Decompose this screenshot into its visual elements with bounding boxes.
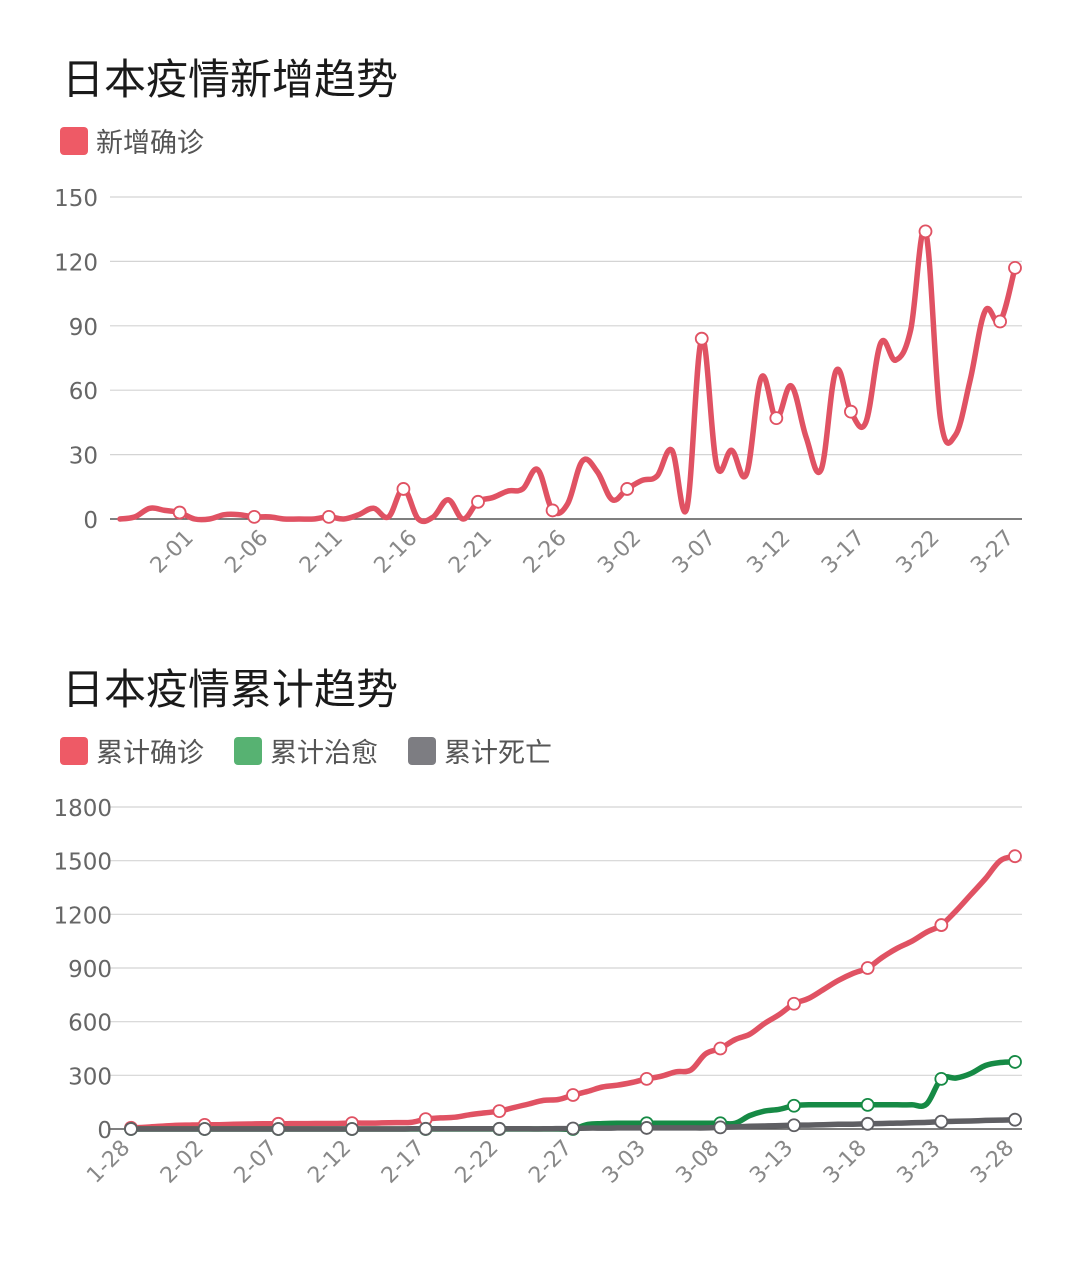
- y-tick-label: 0: [83, 508, 98, 534]
- y-tick-label: 600: [68, 1011, 112, 1037]
- legend-item-cumulative-confirmed[interactable]: 累计确诊: [60, 731, 204, 770]
- legend-item-cumulative-deaths[interactable]: 累计死亡: [408, 731, 552, 770]
- legend-item-cumulative-recovered[interactable]: 累计治愈: [234, 731, 378, 770]
- y-tick-label: 30: [69, 444, 98, 470]
- x-tick-label: 2-22: [451, 1136, 504, 1189]
- data-point: [844, 404, 858, 419]
- data-point: [860, 961, 875, 975]
- data-point: [124, 1122, 138, 1136]
- x-tick-label: 3-18: [819, 1136, 872, 1189]
- y-tick-label: 300: [68, 1064, 112, 1090]
- y-tick-label: 1500: [53, 850, 112, 876]
- data-point: [545, 503, 560, 518]
- data-point: [197, 1122, 212, 1136]
- x-tick-label: 3-08: [672, 1136, 725, 1189]
- x-tick-label: 2-27: [524, 1136, 577, 1189]
- data-point: [993, 314, 1007, 329]
- data-point: [769, 411, 784, 426]
- x-tick-label: 2-02: [156, 1136, 209, 1189]
- y-tick-label: 1800: [53, 796, 112, 822]
- data-point: [492, 1104, 507, 1119]
- data-point: [1008, 1055, 1022, 1069]
- legend-swatch: [408, 736, 436, 765]
- series-line: [128, 853, 1018, 1131]
- data-point: [713, 1041, 728, 1056]
- data-point: [418, 1121, 433, 1136]
- data-point: [787, 1118, 801, 1133]
- data-point: [860, 1097, 875, 1112]
- legend-swatch: [60, 126, 88, 155]
- data-point: [1008, 1112, 1022, 1127]
- data-point: [787, 996, 801, 1011]
- x-tick-label: 3-13: [745, 1136, 798, 1189]
- data-point: [620, 482, 635, 496]
- legend-label: 新增确诊: [96, 128, 204, 159]
- legend-label: 累计确诊: [96, 738, 204, 769]
- series-line: [117, 226, 1018, 525]
- y-tick-label: 90: [69, 315, 98, 341]
- data-point: [934, 1072, 949, 1086]
- legend-swatch: [234, 736, 262, 765]
- data-point: [321, 509, 336, 524]
- data-point: [566, 1121, 580, 1136]
- data-point: [471, 494, 485, 509]
- x-tick-label: 2-17: [377, 1136, 430, 1189]
- data-point: [934, 1114, 949, 1129]
- y-tick-label: 150: [54, 186, 98, 212]
- y-tick-label: 0: [97, 1118, 112, 1144]
- data-point: [247, 509, 262, 524]
- data-point: [787, 1098, 801, 1113]
- data-point: [345, 1122, 359, 1136]
- legend-item-new-confirmed[interactable]: 新增确诊: [60, 121, 204, 160]
- x-tick-label: 3-28: [966, 1136, 1019, 1189]
- data-point: [639, 1072, 654, 1086]
- y-tick-label: 60: [69, 379, 98, 405]
- y-tick-label: 120: [54, 250, 98, 276]
- chart-title-cumulative: 日本疫情累计趋势: [62, 665, 399, 714]
- data-point: [271, 1122, 286, 1136]
- y-tick-label: 900: [68, 957, 112, 983]
- legend-daily: 新增确诊: [60, 121, 234, 160]
- legend-label: 累计死亡: [444, 738, 552, 769]
- legend-swatch: [60, 736, 88, 765]
- data-point: [639, 1121, 654, 1135]
- x-tick-label: 2-12: [303, 1136, 356, 1189]
- data-point: [860, 1116, 875, 1131]
- data-point: [492, 1121, 507, 1136]
- data-point: [934, 918, 949, 932]
- data-point: [1008, 849, 1022, 864]
- legend-cumulative: 累计确诊 累计治愈 累计死亡: [60, 731, 582, 770]
- data-point: [694, 331, 709, 346]
- data-point: [396, 482, 411, 496]
- data-point: [713, 1120, 728, 1135]
- chart-title-daily: 日本疫情新增趋势: [62, 55, 399, 104]
- x-tick-label: 3-23: [893, 1136, 946, 1189]
- x-tick-label: 2-07: [230, 1136, 283, 1189]
- data-point: [1008, 260, 1022, 275]
- y-tick-label: 1200: [53, 903, 112, 929]
- legend-label: 累计治愈: [270, 738, 378, 769]
- data-point: [918, 224, 933, 239]
- x-tick-label: 1-28: [82, 1136, 135, 1189]
- data-point: [172, 505, 187, 520]
- data-point: [566, 1088, 580, 1102]
- x-tick-label: 3-03: [598, 1136, 651, 1189]
